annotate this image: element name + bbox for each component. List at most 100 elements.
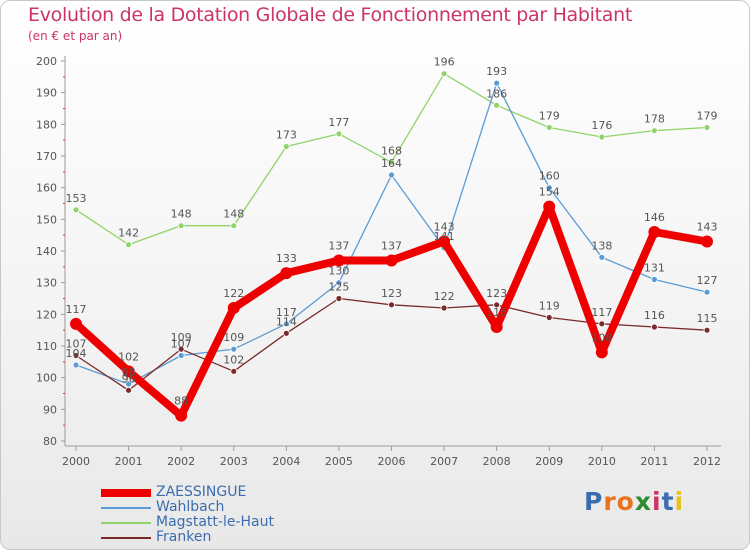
data-label: 178 — [644, 113, 665, 126]
data-label: 146 — [644, 211, 665, 224]
data-label: 143 — [697, 221, 718, 234]
legend-swatch — [101, 507, 151, 509]
chart-data-labels: 153 142 148 148 173 177 168 196 186 179 176 178 179 1… — [66, 56, 718, 408]
data-point — [388, 301, 395, 309]
data-label: 88 — [174, 395, 188, 408]
chart-title: Evolution de la Dotation Globale de Fonc… — [28, 4, 633, 26]
data-point — [385, 254, 398, 267]
x-tick-label: 2002 — [167, 455, 195, 468]
data-point — [177, 345, 185, 353]
data-point — [595, 346, 608, 359]
data-label: 123 — [486, 287, 507, 300]
data-label: 138 — [591, 239, 612, 252]
data-point — [493, 301, 501, 309]
data-label: 137 — [328, 240, 349, 253]
data-label: 137 — [381, 240, 402, 253]
data-label: 160 — [539, 170, 560, 183]
data-point — [440, 70, 448, 78]
data-point — [122, 365, 135, 378]
logo-letter: o — [616, 487, 635, 516]
x-tick-label: 2005 — [325, 455, 353, 468]
data-point — [177, 222, 185, 230]
legend-swatch — [101, 489, 151, 497]
legend-label: Wahlbach — [156, 499, 225, 515]
data-label: 141 — [434, 230, 455, 243]
data-label: 122 — [434, 290, 455, 303]
data-point — [598, 133, 606, 141]
data-label: 115 — [697, 312, 718, 325]
data-label: 104 — [66, 347, 87, 360]
data-label: 179 — [539, 110, 560, 123]
legend-label: ZAESSINGUE — [156, 484, 247, 500]
y-tick-label: 190 — [36, 87, 57, 100]
data-point — [438, 235, 451, 248]
legend-label: Magstatt-le-Haut — [156, 514, 274, 530]
chart-axes: 80 90 100 110 120 130 140 150 160 170 180 190 200 200… — [36, 55, 721, 468]
legend-swatch — [101, 522, 151, 524]
data-label: 119 — [539, 300, 560, 313]
legend-label: Franken — [156, 529, 212, 545]
chart-subtitle: (en € et par an) — [28, 29, 123, 43]
y-tick-label: 180 — [36, 118, 57, 131]
data-label: 179 — [697, 110, 718, 123]
data-point — [651, 127, 658, 135]
data-point — [72, 352, 80, 359]
data-point — [175, 409, 188, 422]
data-point — [703, 124, 711, 131]
data-point — [493, 79, 501, 87]
data-label: 109 — [223, 331, 244, 344]
data-label: 154 — [539, 186, 560, 199]
data-label: 96 — [122, 372, 136, 385]
y-tick-label: 150 — [36, 213, 57, 226]
data-point — [227, 302, 240, 314]
data-label: 153 — [66, 192, 87, 205]
logo-letter: r — [603, 487, 617, 516]
logo-letter: i — [674, 487, 685, 516]
x-tick-label: 2011 — [640, 455, 668, 468]
data-point — [545, 124, 553, 131]
data-label: 109 — [171, 331, 192, 344]
y-tick-label: 140 — [36, 245, 57, 258]
x-tick-label: 2006 — [378, 455, 406, 468]
data-point — [230, 345, 238, 353]
data-label: 131 — [644, 262, 665, 275]
data-label: 196 — [434, 56, 455, 69]
x-tick-label: 2001 — [115, 455, 143, 468]
data-point — [335, 279, 343, 287]
data-label: 127 — [697, 274, 718, 287]
data-label: 107 — [66, 338, 87, 351]
data-label: 148 — [171, 208, 192, 221]
proxiti-logo: Proxiti — [584, 487, 684, 516]
data-label: 102 — [223, 353, 244, 366]
x-tick-label: 2010 — [588, 455, 616, 468]
data-label: 116 — [644, 309, 665, 322]
data-point — [230, 367, 238, 375]
data-label: 114 — [276, 315, 297, 328]
data-point — [701, 235, 713, 248]
data-label: 123 — [381, 287, 402, 300]
data-point — [335, 130, 343, 138]
data-label: 164 — [381, 157, 402, 170]
data-point — [543, 200, 556, 213]
series-franken — [72, 295, 711, 394]
data-label: 117 — [591, 306, 612, 319]
data-point — [545, 184, 553, 192]
chart-series — [70, 70, 713, 422]
x-tick-label: 2003 — [220, 455, 248, 468]
y-tick-label: 170 — [36, 150, 57, 163]
data-point — [651, 323, 658, 331]
data-point — [230, 222, 238, 230]
data-label: 133 — [276, 252, 297, 265]
data-label: 130 — [328, 265, 349, 278]
data-label: 107 — [171, 338, 192, 351]
x-tick-label: 2009 — [535, 455, 563, 468]
data-label: 176 — [591, 119, 612, 132]
data-point — [335, 295, 343, 302]
data-point — [703, 288, 711, 296]
data-label: 142 — [118, 227, 139, 240]
data-point — [280, 267, 293, 280]
data-point — [493, 101, 501, 109]
data-label: 186 — [486, 87, 507, 100]
data-point — [598, 320, 606, 328]
